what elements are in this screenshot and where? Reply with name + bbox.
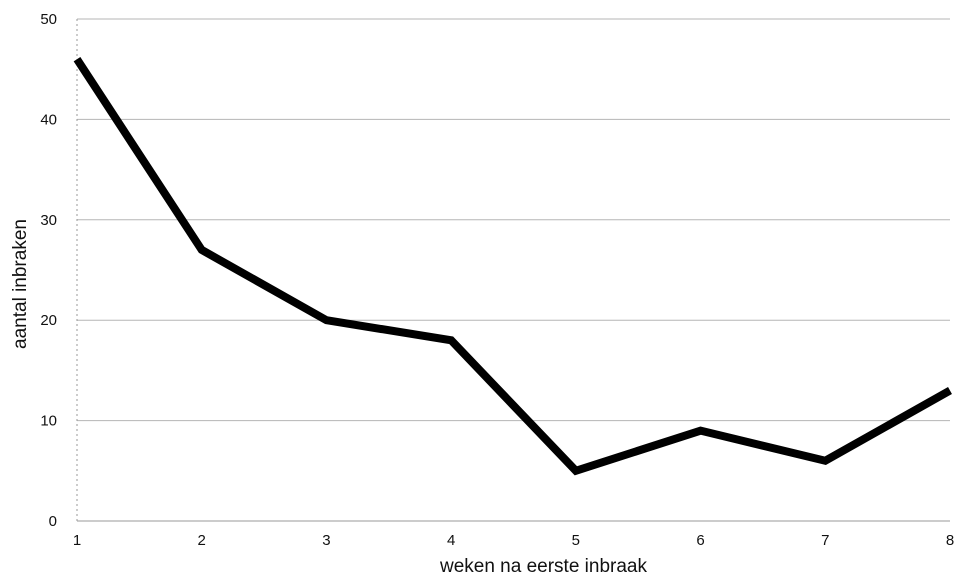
y-tick-label: 0 [49, 513, 57, 530]
x-tick-label: 1 [73, 532, 81, 549]
x-axis-tick-labels: 1 2 3 4 5 6 7 8 [73, 532, 954, 549]
y-tick-label: 50 [40, 11, 57, 28]
x-tick-label: 8 [946, 532, 954, 549]
y-axis-title: aantal inbraken [10, 219, 31, 349]
y-tick-label: 40 [40, 111, 57, 128]
y-tick-label: 10 [40, 413, 57, 430]
series-line [73, 56, 952, 476]
x-tick-label: 3 [322, 532, 330, 549]
y-tick-label: 30 [40, 212, 57, 229]
x-axis-title: weken na eerste inbraak [439, 556, 648, 576]
axes [76, 19, 950, 522]
gridlines [77, 18, 950, 422]
x-tick-label: 7 [821, 532, 829, 549]
x-tick-label: 4 [447, 532, 455, 549]
x-tick-label: 5 [572, 532, 580, 549]
y-tick-label: 20 [40, 312, 57, 329]
x-tick-label: 2 [198, 532, 206, 549]
x-tick-label: 6 [696, 532, 704, 549]
y-axis-tick-labels: 0 10 20 30 40 50 [40, 11, 57, 530]
series-group [73, 56, 952, 476]
